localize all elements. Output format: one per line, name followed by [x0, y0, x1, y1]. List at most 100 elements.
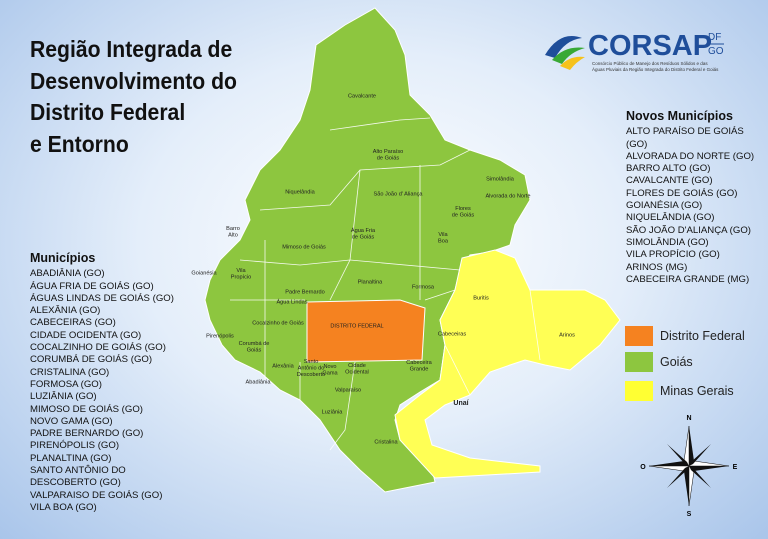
list-item: CAVALCANTE (GO) — [626, 175, 713, 187]
legend-label: Distrito Federal — [660, 329, 745, 343]
list-item: SIMOLÂNDIA (GO) — [626, 236, 709, 248]
legend-swatch — [625, 352, 653, 372]
compass-rose — [648, 425, 730, 507]
list-item: CIDADE OCIDENTA (GO) — [30, 329, 142, 341]
map-label: Luziânia — [322, 409, 344, 415]
legend-swatch — [625, 326, 653, 346]
logo-suffix: GO — [708, 46, 724, 57]
title-line: e Entorno — [30, 130, 129, 157]
municipios-list: Municípios ABADIÂNIA (GO) ÁGUA FRIA DE GOI… — [30, 252, 190, 514]
map-label: Arinos — [559, 332, 575, 338]
map-label: de Goiás — [377, 156, 400, 162]
list-item: CABECEIRAS (GO) — [30, 317, 116, 329]
map-label: Buritis — [473, 295, 489, 301]
title-line: Distrito Federal — [30, 99, 186, 125]
map-label: Unaí — [453, 400, 469, 407]
list-item: SÃO JOÃO D'ALIANÇA (GO) — [626, 224, 751, 236]
list-item: SANTO ANTÔNIO DO DESCOBERTO (GO) — [30, 465, 126, 489]
legend-swatch — [625, 381, 653, 401]
list-item: ALTO PARAÍSO DE GOIÁS (GO) — [626, 126, 744, 150]
list-item: VALPARAISO DE GOIÁS (GO) — [30, 489, 163, 501]
map-label: Água Fria — [351, 227, 376, 234]
map-label: Vila — [236, 268, 246, 274]
compass-east: E — [733, 464, 738, 471]
map-label: Ocidental — [345, 370, 369, 376]
title: Região Integrada de Desenvolvimento do Dis… — [30, 34, 237, 160]
map-label: Cavalcante — [348, 93, 376, 99]
list-item: VILA PROPÍCIO (GO) — [626, 249, 720, 261]
list-item: ABADIÂNIA (GO) — [30, 268, 105, 280]
map-label: Valparaíso — [335, 387, 361, 393]
map-label: Alto — [228, 233, 238, 239]
map-label: Antônio do — [298, 365, 325, 371]
list-item: MIMOSO DE GOIÁS (GO) — [30, 403, 143, 415]
list-item: COCALZINHO DE GOIÁS (GO) — [30, 342, 166, 354]
map-label: Abadiânia — [246, 379, 272, 385]
map-label: Goianésia — [191, 270, 217, 276]
map-label: Vila — [438, 232, 448, 238]
list-item: PIRENÓPOLIS (GO) — [30, 440, 120, 452]
compass-north: N — [686, 415, 691, 422]
goias-region — [204, 7, 531, 493]
map-label: Niquelândia — [285, 189, 315, 195]
legend-label: Goiás — [660, 355, 693, 369]
map-label: Flores — [455, 206, 471, 212]
map-label: Cabeceira — [406, 360, 432, 366]
list-item: CORUMBÁ DE GOIÁS (GO) — [30, 354, 153, 366]
list-item: ÁGUAS LINDAS DE GOIÁS (GO) — [30, 292, 174, 304]
list-item: PADRE BERNARDO (GO) — [30, 428, 144, 440]
list-item: FLORES DE GOIÁS (GO) — [626, 187, 738, 199]
map-label: de Goiás — [352, 235, 375, 241]
list-item: ARINOS (MG) — [626, 261, 688, 273]
map-label: Propício — [231, 275, 252, 281]
logo-mark — [545, 36, 585, 70]
map-label: Alvorada do Norte — [485, 193, 530, 199]
map-label: Alto Paraíso — [373, 149, 403, 155]
map-label: Alexânia — [272, 363, 294, 369]
map-label: Barro — [226, 226, 240, 232]
list-item: ÁGUA FRIA DE GOIÁS (GO) — [30, 280, 154, 292]
list-item: NIQUELÂNDIA (GO) — [626, 212, 715, 224]
map-label: Água Lindas — [276, 298, 307, 305]
list-item: VILA BOA (GO) — [30, 501, 97, 513]
map-label: Gama — [322, 371, 338, 377]
novos-municipios-list: Novos Municípios ALTO PARAÍSO DE GOIÁS (G… — [626, 110, 766, 286]
map-label: Novo — [323, 364, 336, 370]
logo-tagline: Águas Pluviais da Região Integrada do Di… — [592, 66, 719, 72]
map-label: Formosa — [412, 284, 435, 290]
list-item: FORMOSA (GO) — [30, 378, 102, 390]
map-label: de Goiás — [452, 213, 475, 219]
list-item: LUZIÂNIA (GO) — [30, 391, 97, 403]
map-label: Santo — [304, 359, 319, 365]
map-label: Planaltina — [358, 279, 383, 285]
map-label: DISTRITO FEDERAL — [330, 323, 383, 329]
list-item: BARRO ALTO (GO) — [626, 163, 711, 175]
list-item: PLANALTINA (GO) — [30, 452, 112, 464]
map-label: Simolândia — [486, 176, 515, 182]
logo-tagline: Consórcio Público de Manejo dos Resíduos… — [592, 61, 708, 66]
map-label: Boa — [438, 239, 449, 245]
map-label: São João d' Aliança — [374, 191, 424, 197]
map-label: Cristalina — [374, 439, 398, 445]
list-item: ALVORADA DO NORTE (GO) — [626, 150, 755, 162]
list-item: GOIANÉSIA (GO) — [626, 200, 703, 212]
logo-name: CORSAP — [588, 30, 712, 62]
map-label: Goiás — [247, 348, 262, 354]
list-item: NOVO GAMA (GO) — [30, 415, 113, 427]
minas-gerais-region — [394, 249, 621, 479]
map-label: Cidade — [348, 363, 366, 369]
logo-suffix: DF — [708, 32, 721, 43]
list-heading: Novos Municípios — [626, 109, 733, 123]
municipal-borders — [230, 117, 541, 451]
map-label: Pirenópolis — [206, 333, 234, 339]
map-label: Mimoso de Goiás — [282, 244, 326, 250]
list-heading: Municípios — [30, 251, 96, 265]
title-line: Desenvolvimento do — [30, 67, 237, 94]
list-item: ALEXÂNIA (GO) — [30, 305, 101, 317]
compass-west: O — [640, 464, 646, 471]
list-item: CABECEIRA GRANDE (MG) — [626, 273, 750, 285]
distrito-federal-region — [306, 299, 426, 363]
list-item: CRISTALINA (GO) — [30, 366, 110, 378]
